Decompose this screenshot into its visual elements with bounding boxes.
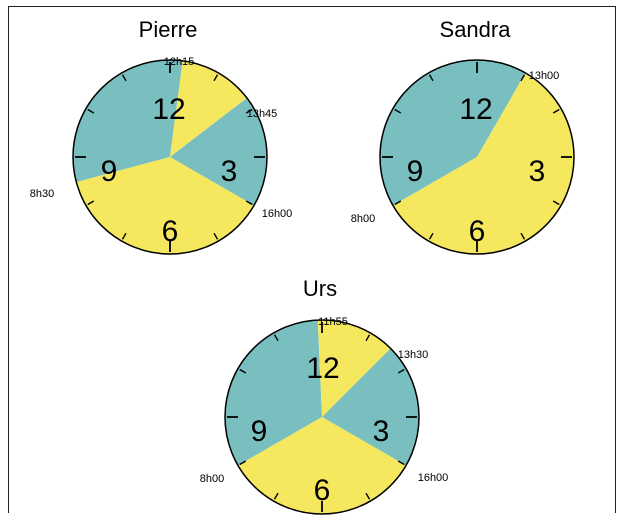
hour-tick: [552, 200, 560, 206]
clock-sandra: Sandra 12 3 6 9 13h00 8h00: [351, 17, 575, 255]
hour-tick: [213, 232, 219, 240]
hour-tick: [87, 108, 95, 114]
clock-title: Urs: [303, 276, 337, 301]
time-segment-yellow: [76, 157, 254, 254]
hour-tick: [520, 74, 526, 82]
clock-outline: [379, 59, 575, 255]
hour-tick: [397, 368, 405, 374]
time-segment-teal: [380, 60, 526, 206]
hour-tick: [213, 74, 219, 82]
hour-tick: [245, 108, 253, 114]
time-label: 12h15: [164, 56, 195, 68]
hour-number-12: 12: [306, 352, 339, 385]
time-label: 13h00: [529, 70, 560, 82]
hour-tick: [428, 232, 434, 240]
time-label: 8h00: [351, 213, 375, 225]
clock-urs: Urs 12 3 6 9 11h55 13h30 16h00 8h00: [200, 276, 449, 515]
time-label: 13h45: [247, 108, 278, 120]
time-label: 16h00: [418, 472, 449, 484]
hour-tick: [239, 368, 247, 374]
hour-tick: [365, 334, 371, 342]
hour-tick: [365, 492, 371, 500]
time-label: 8h30: [30, 188, 54, 200]
hour-tick: [428, 74, 434, 82]
hour-tick: [397, 460, 405, 466]
time-segment-yellow: [170, 60, 247, 157]
hour-tick: [273, 334, 279, 342]
hour-tick: [273, 492, 279, 500]
hour-number-6: 6: [314, 474, 331, 507]
time-segment-yellow: [393, 73, 575, 255]
hour-tick: [121, 232, 127, 240]
time-segment-teal: [322, 348, 419, 466]
hour-tick: [121, 74, 127, 82]
hour-number-9: 9: [407, 155, 424, 188]
hour-number-3: 3: [529, 155, 546, 188]
hour-tick: [394, 200, 402, 206]
hour-number-9: 9: [101, 155, 118, 188]
hour-number-3: 3: [221, 155, 238, 188]
clock-face: [379, 59, 575, 255]
time-segment-yellow: [317, 319, 391, 417]
figure-frame: [8, 6, 616, 513]
time-label: 8h00: [200, 473, 224, 485]
hour-number-6: 6: [162, 215, 179, 248]
clock-pierre: Pierre 12 3 6 9 12h15 13h45 16h00 8h30: [30, 17, 293, 255]
hour-number-3: 3: [373, 415, 390, 448]
clock-face: [224, 319, 420, 515]
hour-number-12: 12: [152, 93, 185, 126]
hour-tick: [520, 232, 526, 240]
time-segment-teal: [73, 60, 183, 183]
clock-title: Pierre: [139, 17, 198, 42]
clock-outline: [72, 59, 268, 255]
time-segment-teal: [225, 320, 322, 466]
time-label: 13h30: [398, 349, 429, 361]
hour-tick: [394, 108, 402, 114]
hour-tick: [239, 460, 247, 466]
hour-number-6: 6: [469, 215, 486, 248]
time-segment-yellow: [238, 417, 406, 514]
time-label: 11h55: [318, 316, 348, 328]
hour-number-9: 9: [251, 415, 268, 448]
time-label: 16h00: [262, 208, 293, 220]
time-segment-teal: [170, 97, 267, 206]
hour-tick: [245, 200, 253, 206]
hour-tick: [87, 200, 95, 206]
hour-tick: [552, 108, 560, 114]
hour-number-12: 12: [459, 93, 492, 126]
clock-title: Sandra: [440, 17, 512, 42]
clock-face: [72, 59, 268, 255]
clock-outline: [224, 319, 420, 515]
